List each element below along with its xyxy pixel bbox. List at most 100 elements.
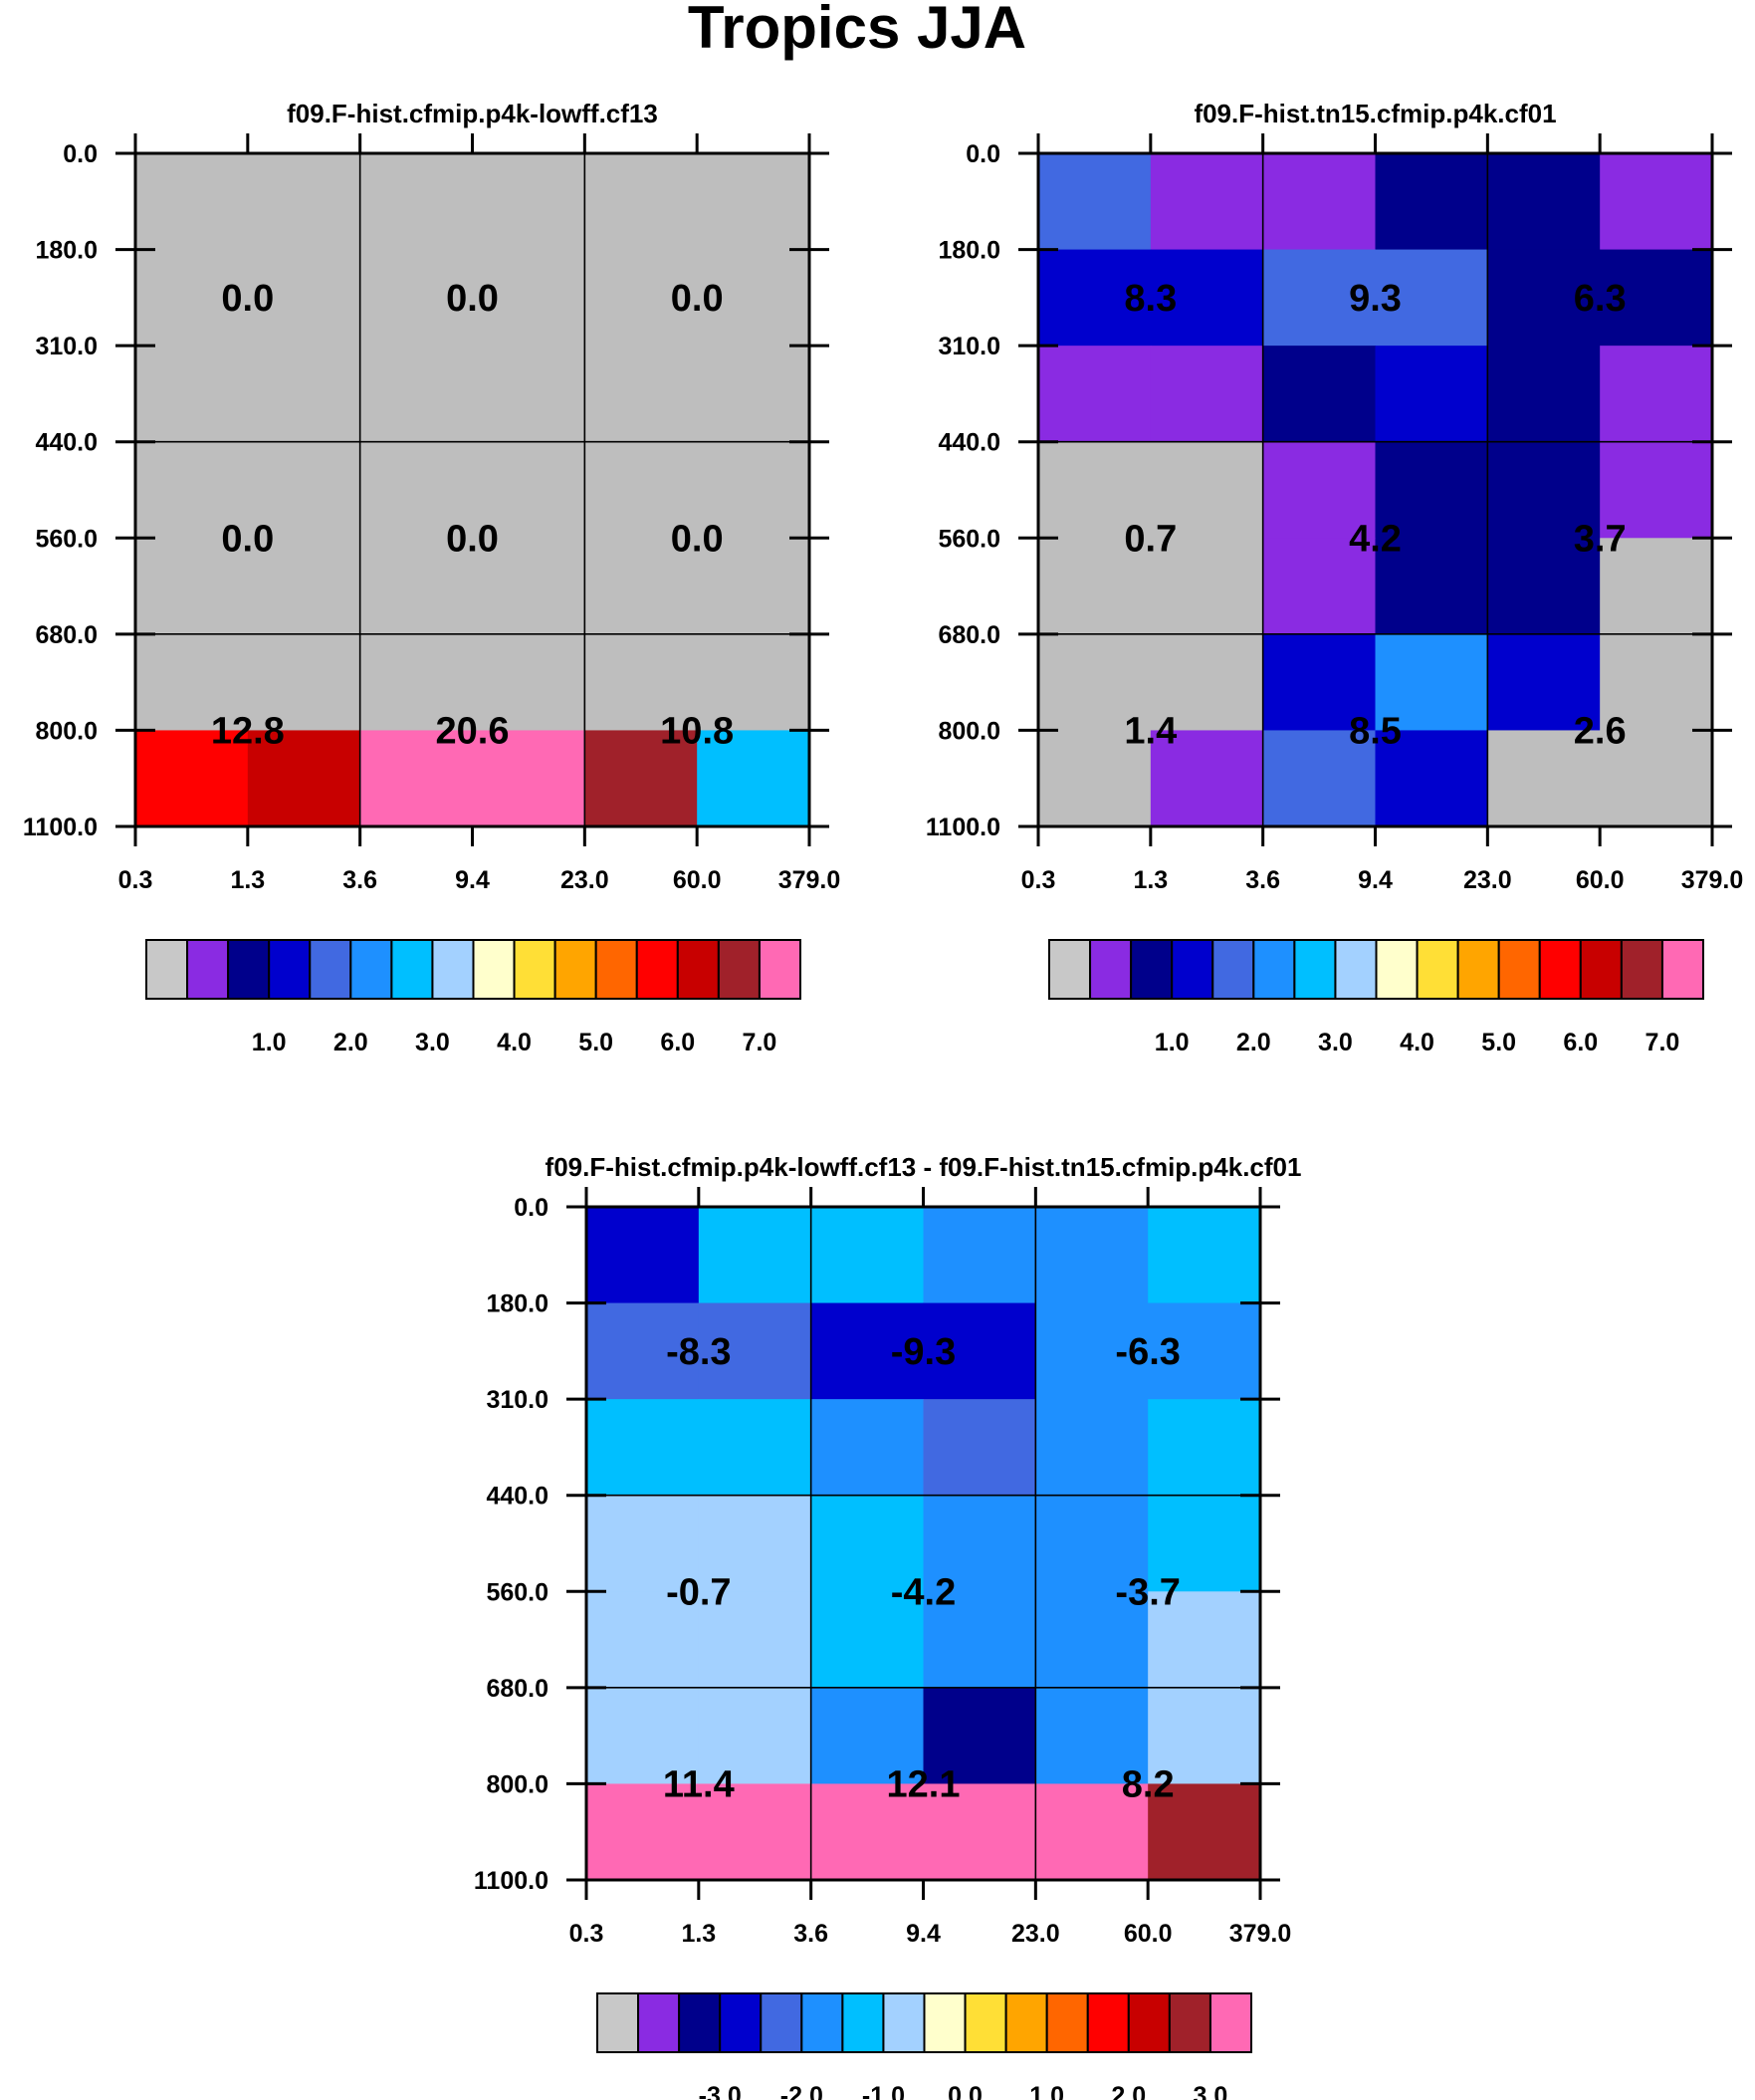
heatmap-cell [1600, 538, 1713, 635]
colorbar-box [637, 1992, 681, 2053]
y-tick-label: 310.0 [35, 333, 98, 360]
cell-value-label: 8.2 [1122, 1763, 1175, 1805]
heatmap-cell [1038, 538, 1152, 635]
y-tick-label: 0.0 [966, 140, 1000, 168]
heatmap-cell [923, 1687, 1036, 1785]
heatmap-cell [1148, 1591, 1261, 1689]
heatmap-cell [1487, 538, 1601, 635]
colorbar-box [760, 1992, 803, 2053]
heatmap-cell [698, 1783, 812, 1881]
colorbar-box [758, 939, 802, 1000]
colorbar-box [1048, 939, 1092, 1000]
heatmap-cell [923, 1783, 1036, 1881]
heatmap-cell [697, 153, 810, 251]
y-tick-label: 310.0 [938, 333, 1000, 360]
heatmap-cell [472, 730, 585, 827]
colorbar-box [1334, 939, 1378, 1000]
heatmap-cell [1150, 153, 1264, 251]
x-tick-label: 0.3 [569, 1920, 604, 1948]
colorbar-box [431, 939, 475, 1000]
heatmap-cell [472, 346, 585, 443]
heatmap-cell [1150, 249, 1264, 347]
y-tick-label: 180.0 [938, 237, 1000, 265]
y-tick-label: 0.0 [63, 140, 98, 168]
colorbar-box [1293, 939, 1337, 1000]
heatmap-cell [1487, 633, 1601, 732]
heatmap-cell [1375, 346, 1488, 443]
cell-value-label: 1.4 [1124, 710, 1177, 752]
heatmap-cell [586, 1783, 700, 1881]
colorbar-label: 1.0 [1155, 1029, 1190, 1056]
colorbar-label: 7.0 [743, 1029, 777, 1056]
x-tick-label: 3.6 [1245, 866, 1280, 894]
cell-value-label: 11.4 [663, 1763, 735, 1805]
heatmap-cell [698, 1591, 812, 1689]
y-tick-label: 680.0 [938, 621, 1000, 649]
colorbar-box [676, 939, 720, 1000]
heatmap-cell [584, 730, 698, 827]
heatmap-cell [1038, 730, 1152, 827]
cell-value-label: -0.7 [666, 1571, 731, 1613]
heatmap-cell [359, 730, 474, 827]
colorbar-box [1168, 1992, 1211, 2053]
heatmap-cell [1262, 346, 1377, 443]
heatmap-cell [135, 153, 249, 251]
y-tick-label: 680.0 [486, 1675, 548, 1703]
colorbar-box [145, 939, 189, 1000]
y-tick-label: 180.0 [35, 237, 98, 265]
colorbar-box [923, 1992, 967, 2053]
colorbar-box [1497, 939, 1541, 1000]
colorbar-label: -2.0 [780, 2082, 823, 2100]
cell-value-label: 3.7 [1574, 518, 1627, 560]
heatmap-cell [359, 633, 474, 732]
x-tick-label: 3.6 [342, 866, 377, 894]
x-tick-label: 0.3 [118, 866, 153, 894]
colorbar-box [1086, 1992, 1130, 2053]
figure-title: Tropics JJA [688, 0, 1026, 61]
heatmap-cell [584, 441, 698, 539]
colorbar-label: 7.0 [1645, 1029, 1680, 1056]
cell-value-label: -6.3 [1115, 1331, 1180, 1373]
colorbar-box [1660, 939, 1704, 1000]
x-tick-label: 60.0 [1124, 1920, 1173, 1948]
colorbar-box [717, 939, 761, 1000]
colorbar-label: 4.0 [1400, 1029, 1434, 1056]
panel-3: f09.F-hist.cfmip.p4k-lowff.cf13 - f09.F-… [474, 1152, 1302, 2100]
colorbar-box [596, 1992, 640, 2053]
heatmap-cell [810, 1399, 925, 1497]
x-tick-label: 23.0 [1463, 866, 1512, 894]
colorbar-box [964, 1992, 1007, 2053]
heatmap-cell [697, 441, 810, 539]
colorbar-box [1089, 939, 1133, 1000]
y-tick-label: 560.0 [486, 1578, 548, 1606]
y-tick-label: 1100.0 [23, 814, 98, 841]
x-tick-label: 1.3 [1133, 866, 1168, 894]
heatmap-cell [586, 1207, 700, 1304]
cell-value-label: 0.0 [671, 518, 724, 560]
y-tick-label: 310.0 [486, 1386, 548, 1414]
colorbar-box [227, 939, 271, 1000]
colorbar-box [800, 1992, 844, 2053]
heatmap-cell [1262, 730, 1377, 827]
heatmap-cell [1038, 153, 1152, 251]
y-tick-label: 800.0 [486, 1770, 548, 1798]
x-tick-label: 3.6 [793, 1920, 828, 1948]
heatmap-cell [1150, 346, 1264, 443]
heatmap-cell [359, 538, 474, 635]
cell-value-label: 0.0 [446, 518, 499, 560]
heatmap-cell [586, 1495, 700, 1592]
heatmap-cell [1487, 441, 1601, 539]
colorbar-box [268, 939, 312, 1000]
y-tick-label: 440.0 [938, 429, 1000, 457]
heatmap-cell [1148, 1495, 1261, 1592]
heatmap-cell [1035, 1687, 1149, 1785]
heatmap-cell [247, 538, 361, 635]
heatmap-cell [698, 1207, 812, 1304]
colorbar-box [390, 939, 434, 1000]
colorbar-box [553, 939, 597, 1000]
heatmap-cell [1487, 249, 1601, 347]
heatmap-cell [698, 1495, 812, 1592]
cell-value-label: 12.1 [887, 1763, 961, 1805]
heatmap-cell [1148, 1399, 1261, 1497]
